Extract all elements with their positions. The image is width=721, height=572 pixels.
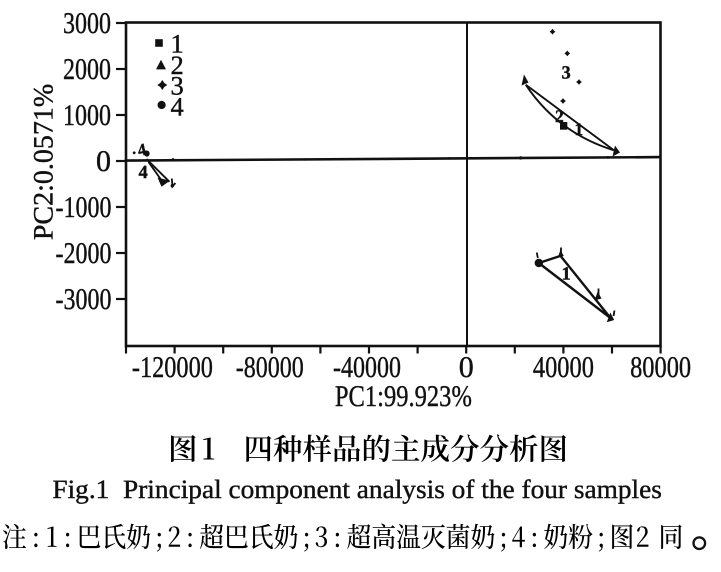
- svg-text:2000: 2000: [63, 53, 111, 86]
- svg-text:PC2:0.0571%: PC2:0.0571%: [29, 84, 60, 240]
- svg-text:1: 1: [171, 29, 184, 59]
- svg-text:4: 4: [171, 92, 184, 122]
- svg-text:-2000: -2000: [56, 237, 112, 270]
- svg-text:PC1:99.923%: PC1:99.923%: [335, 380, 472, 413]
- svg-text:-80000: -80000: [236, 351, 304, 384]
- svg-text:3: 3: [562, 64, 571, 84]
- svg-text:3: 3: [171, 71, 184, 101]
- svg-text:0: 0: [96, 145, 111, 178]
- svg-text:1: 1: [575, 119, 584, 139]
- svg-text:-120000: -120000: [132, 351, 213, 384]
- svg-text:2: 2: [171, 50, 184, 80]
- svg-text:80000: 80000: [630, 351, 691, 384]
- svg-text:4: 4: [139, 163, 148, 183]
- svg-text:1000: 1000: [63, 99, 111, 132]
- svg-text:40000: 40000: [533, 351, 594, 384]
- svg-text:-40000: -40000: [333, 351, 401, 384]
- svg-text:2: 2: [555, 106, 564, 126]
- svg-text:1: 1: [562, 265, 571, 285]
- svg-text:Fig.1 Principal component ana: Fig.1 Principal component analysis of th…: [52, 474, 662, 504]
- svg-text:-1000: -1000: [56, 191, 112, 224]
- svg-text:3000: 3000: [63, 7, 111, 40]
- svg-text:0: 0: [459, 351, 474, 384]
- svg-text:-3000: -3000: [56, 283, 112, 316]
